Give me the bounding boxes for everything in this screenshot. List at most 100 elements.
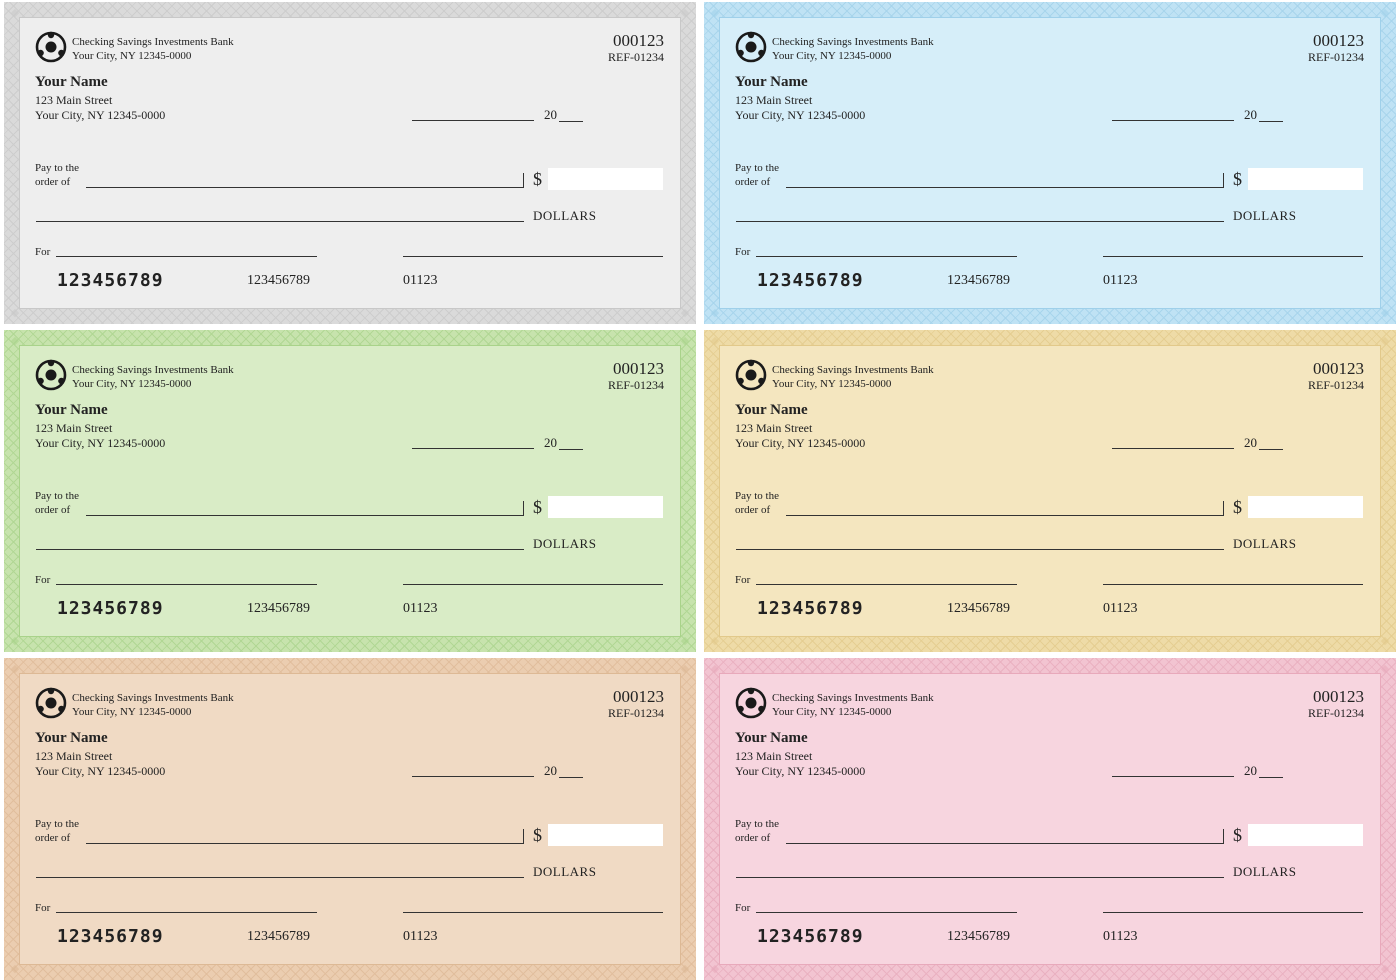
payee-line[interactable] <box>786 843 1224 844</box>
amount-field[interactable] <box>1248 496 1363 518</box>
micr-check-number: 01123 <box>1103 273 1138 288</box>
check-pink: ◆ ◆ ◆ ◆ Checking Savings Investments Ban… <box>704 658 1396 980</box>
corner-ornament-icon: ◆ <box>710 7 720 19</box>
micr-account-number: 123456789 <box>247 273 310 288</box>
account-holder-city: Your City, NY 12345-0000 <box>35 108 166 122</box>
signature-line[interactable] <box>1103 584 1363 585</box>
corner-ornament-icon: ◆ <box>710 663 720 675</box>
dollar-sign: $ <box>533 169 542 189</box>
corner-ornament-icon: ◆ <box>680 663 690 675</box>
signature-line[interactable] <box>403 912 663 913</box>
amount-field[interactable] <box>548 168 663 190</box>
date-line[interactable] <box>1112 776 1234 777</box>
year-line[interactable] <box>559 121 583 122</box>
amount-in-words-line[interactable] <box>36 221 524 222</box>
pay-to-label: Pay to the <box>35 162 79 174</box>
signature-line[interactable] <box>403 256 663 257</box>
micr-account-number: 123456789 <box>247 601 310 616</box>
corner-ornament-icon: ◆ <box>10 963 20 975</box>
micr-check-number: 01123 <box>403 273 438 288</box>
check-number: 000123 <box>613 31 664 50</box>
account-holder-street: 123 Main Street <box>735 749 813 763</box>
memo-label: For <box>735 574 751 586</box>
memo-line[interactable] <box>756 912 1017 913</box>
date-line[interactable] <box>1112 120 1234 121</box>
year-line[interactable] <box>559 449 583 450</box>
micr-account-number: 123456789 <box>947 601 1010 616</box>
corner-ornament-icon: ◆ <box>710 307 720 319</box>
memo-line[interactable] <box>56 912 317 913</box>
account-holder-name: Your Name <box>735 730 808 746</box>
year-prefix: 20 <box>1244 435 1257 450</box>
date-line[interactable] <box>412 448 534 449</box>
order-of-label: order of <box>735 176 771 188</box>
year-line[interactable] <box>1259 449 1283 450</box>
bank-name: Checking Savings Investments Bank <box>72 692 234 704</box>
memo-line[interactable] <box>756 256 1017 257</box>
amount-in-words-line[interactable] <box>36 549 524 550</box>
year-line[interactable] <box>1259 121 1283 122</box>
payee-line[interactable] <box>86 515 524 516</box>
account-holder-city: Your City, NY 12345-0000 <box>35 436 166 450</box>
dollars-label: DOLLARS <box>1233 536 1297 551</box>
memo-line[interactable] <box>756 584 1017 585</box>
account-holder-street: 123 Main Street <box>735 93 813 107</box>
corner-ornament-icon: ◆ <box>1380 335 1390 347</box>
payee-line-end <box>1223 173 1224 187</box>
memo-line[interactable] <box>56 256 317 257</box>
check-background <box>20 18 680 308</box>
amount-in-words-line[interactable] <box>736 549 1224 550</box>
amount-in-words-line[interactable] <box>36 877 524 878</box>
date-line[interactable] <box>412 120 534 121</box>
memo-line[interactable] <box>56 584 317 585</box>
amount-field[interactable] <box>548 496 663 518</box>
payee-line-end <box>523 501 524 515</box>
date-line[interactable] <box>1112 448 1234 449</box>
year-line[interactable] <box>559 777 583 778</box>
check-background <box>720 18 1380 308</box>
micr-check-number: 01123 <box>403 601 438 616</box>
payee-line[interactable] <box>86 187 524 188</box>
amount-field[interactable] <box>1248 824 1363 846</box>
corner-ornament-icon: ◆ <box>1380 663 1390 675</box>
reference-number: REF-01234 <box>1307 378 1364 392</box>
signature-line[interactable] <box>1103 256 1363 257</box>
check-background <box>20 674 680 964</box>
date-line[interactable] <box>412 776 534 777</box>
order-of-label: order of <box>735 832 771 844</box>
signature-line[interactable] <box>1103 912 1363 913</box>
check-number: 000123 <box>1313 687 1364 706</box>
account-holder-city: Your City, NY 12345-0000 <box>35 764 166 778</box>
year-line[interactable] <box>1259 777 1283 778</box>
corner-ornament-icon: ◆ <box>10 635 20 647</box>
micr-routing-number: 123456789 <box>757 926 864 947</box>
micr-routing-number: 123456789 <box>757 270 864 291</box>
corner-ornament-icon: ◆ <box>710 335 720 347</box>
amount-in-words-line[interactable] <box>736 221 1224 222</box>
amount-field[interactable] <box>1248 168 1363 190</box>
micr-routing-number: 123456789 <box>57 926 164 947</box>
corner-ornament-icon: ◆ <box>1380 307 1390 319</box>
pay-to-label: Pay to the <box>35 490 79 502</box>
payee-line[interactable] <box>786 187 1224 188</box>
pay-to-label: Pay to the <box>735 162 779 174</box>
account-holder-street: 123 Main Street <box>735 421 813 435</box>
signature-line[interactable] <box>403 584 663 585</box>
amount-field[interactable] <box>548 824 663 846</box>
bank-name: Checking Savings Investments Bank <box>772 692 934 704</box>
corner-ornament-icon: ◆ <box>680 635 690 647</box>
account-holder-street: 123 Main Street <box>35 421 113 435</box>
corner-ornament-icon: ◆ <box>680 307 690 319</box>
check-number: 000123 <box>613 687 664 706</box>
micr-routing-number: 123456789 <box>57 598 164 619</box>
corner-ornament-icon: ◆ <box>10 335 20 347</box>
dollars-label: DOLLARS <box>533 864 597 879</box>
payee-line[interactable] <box>786 515 1224 516</box>
micr-check-number: 01123 <box>403 929 438 944</box>
payee-line[interactable] <box>86 843 524 844</box>
corner-ornament-icon: ◆ <box>10 7 20 19</box>
payee-line-end <box>1223 501 1224 515</box>
dollar-sign: $ <box>533 497 542 517</box>
account-holder-street: 123 Main Street <box>35 93 113 107</box>
amount-in-words-line[interactable] <box>736 877 1224 878</box>
